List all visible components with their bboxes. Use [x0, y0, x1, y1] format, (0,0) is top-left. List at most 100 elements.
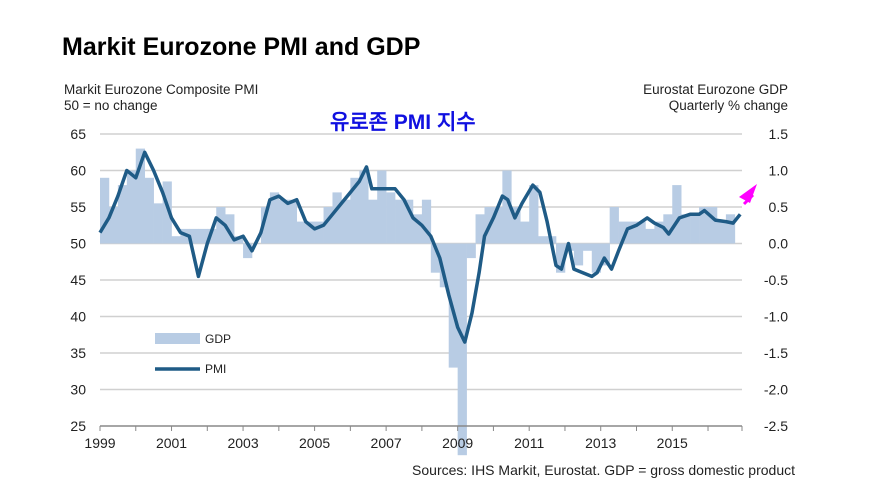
left-axis-title: Markit Eurozone Composite PMI 50 = no ch… — [64, 82, 258, 114]
x-tick-label: 2001 — [156, 435, 187, 451]
left-tick-label: 55 — [70, 199, 86, 215]
gdp-bar — [368, 199, 378, 244]
source-note: Sources: IHS Markit, Eurostat. GDP = gro… — [412, 462, 795, 478]
gdp-bar — [126, 170, 137, 244]
x-tick-label: 2007 — [371, 435, 402, 451]
gdp-bar — [716, 221, 727, 244]
gdp-bar — [502, 170, 512, 244]
left-tick-label: 65 — [70, 126, 86, 142]
gdp-bar — [207, 228, 217, 244]
gdp-bar — [395, 199, 405, 244]
x-tick-label: 2009 — [442, 435, 473, 451]
gdp-bar — [699, 207, 709, 244]
gdp-bar — [663, 214, 673, 244]
gdp-bar — [171, 236, 181, 244]
right-tick-label: -1.0 — [764, 309, 788, 325]
gdp-bar — [350, 177, 360, 244]
gdp-bar — [135, 148, 146, 244]
gdp-bar — [654, 221, 664, 244]
x-tick-label: 2013 — [585, 435, 616, 451]
gdp-bar — [377, 170, 387, 244]
right-tick-label: 1.0 — [769, 163, 789, 179]
right-tick-label: 0.5 — [769, 199, 789, 215]
gdp-bar — [708, 207, 718, 244]
gdp-bar — [591, 243, 602, 273]
right-tick-label: -0.5 — [764, 272, 788, 288]
gdp-bar — [681, 214, 691, 244]
left-tick-label: 30 — [70, 382, 86, 398]
x-tick-label: 2015 — [657, 435, 688, 451]
gdp-bar — [690, 214, 700, 244]
gdp-bar — [314, 221, 324, 244]
gdp-bar — [627, 221, 637, 244]
gdp-bar — [538, 236, 548, 244]
gdp-bar — [225, 214, 235, 244]
gdp-bar — [439, 243, 450, 288]
pmi-line — [98, 150, 742, 344]
gdp-bar — [278, 199, 289, 244]
legend-gdp-label: GDP — [205, 332, 231, 346]
left-tick-label: 45 — [70, 272, 86, 288]
gdp-bar — [618, 221, 628, 244]
gdp-bar — [725, 214, 736, 244]
right-tick-label: -2.0 — [764, 382, 788, 398]
left-axis-note: 50 = no change — [64, 98, 158, 113]
gdp-bar — [556, 243, 566, 273]
gdp-bar — [296, 221, 306, 244]
gdp-bar — [386, 192, 396, 244]
right-axis-note: Quarterly % change — [668, 98, 788, 113]
gdp-bar — [287, 199, 298, 244]
left-tick-label: 60 — [70, 163, 86, 179]
x-tick-label: 1999 — [84, 435, 115, 451]
gdp-bar — [144, 177, 154, 244]
gdp-bar — [341, 199, 351, 244]
gdp-bar — [511, 207, 521, 244]
left-axis-label: Markit Eurozone Composite PMI — [64, 82, 259, 97]
left-tick-label: 50 — [70, 236, 86, 252]
gdp-bar — [332, 192, 342, 244]
gdp-bar — [600, 243, 610, 266]
legend-gdp-swatch — [155, 333, 200, 344]
gdp-bar — [493, 207, 503, 244]
gdp-bar — [529, 185, 539, 244]
gdp-bar — [198, 228, 208, 244]
gdp-bar — [412, 214, 423, 244]
gdp-bar — [117, 185, 128, 244]
gdp-bar — [609, 207, 619, 244]
gdp-bar — [269, 192, 280, 244]
annotation-label: 유로존 PMI 지수 — [330, 111, 476, 134]
right-axis-label: Eurostat Eurozone GDP — [643, 82, 788, 97]
x-tick-label: 2011 — [514, 435, 544, 451]
right-tick-label: -2.5 — [764, 418, 788, 434]
right-tick-label: 0.0 — [769, 236, 789, 252]
gdp-bar — [305, 221, 315, 244]
gdp-bar — [421, 199, 432, 244]
gdp-bar — [359, 170, 369, 244]
gdp-bar — [573, 243, 584, 266]
gdp-bar — [189, 228, 199, 244]
gdp-bar — [260, 207, 271, 244]
right-tick-label: -1.5 — [764, 345, 788, 361]
gdp-bar — [520, 221, 530, 244]
x-tick-label: 2003 — [227, 435, 258, 451]
gdp-bar — [162, 181, 172, 244]
gdp-bar — [672, 185, 682, 244]
left-tick-label: 40 — [70, 309, 86, 325]
gdp-bar — [153, 203, 163, 244]
gdp-bar — [636, 221, 646, 244]
chart-title: Markit Eurozone PMI and GDP — [62, 33, 421, 61]
up-arrow-icon — [739, 184, 757, 203]
gdp-bar — [645, 228, 655, 244]
gdp-bar — [323, 207, 333, 244]
right-tick-label: 1.5 — [769, 126, 789, 142]
gdp-bar — [475, 214, 485, 244]
left-tick-label: 35 — [70, 345, 86, 361]
gdp-bar — [430, 243, 441, 273]
gdp-bar — [100, 177, 110, 244]
x-tick-label: 2005 — [299, 435, 330, 451]
gdp-bar — [216, 207, 226, 244]
gdp-bar — [457, 243, 467, 456]
gdp-bar — [108, 207, 119, 244]
right-axis-title: Eurostat Eurozone GDP Quarterly % change — [643, 82, 788, 114]
